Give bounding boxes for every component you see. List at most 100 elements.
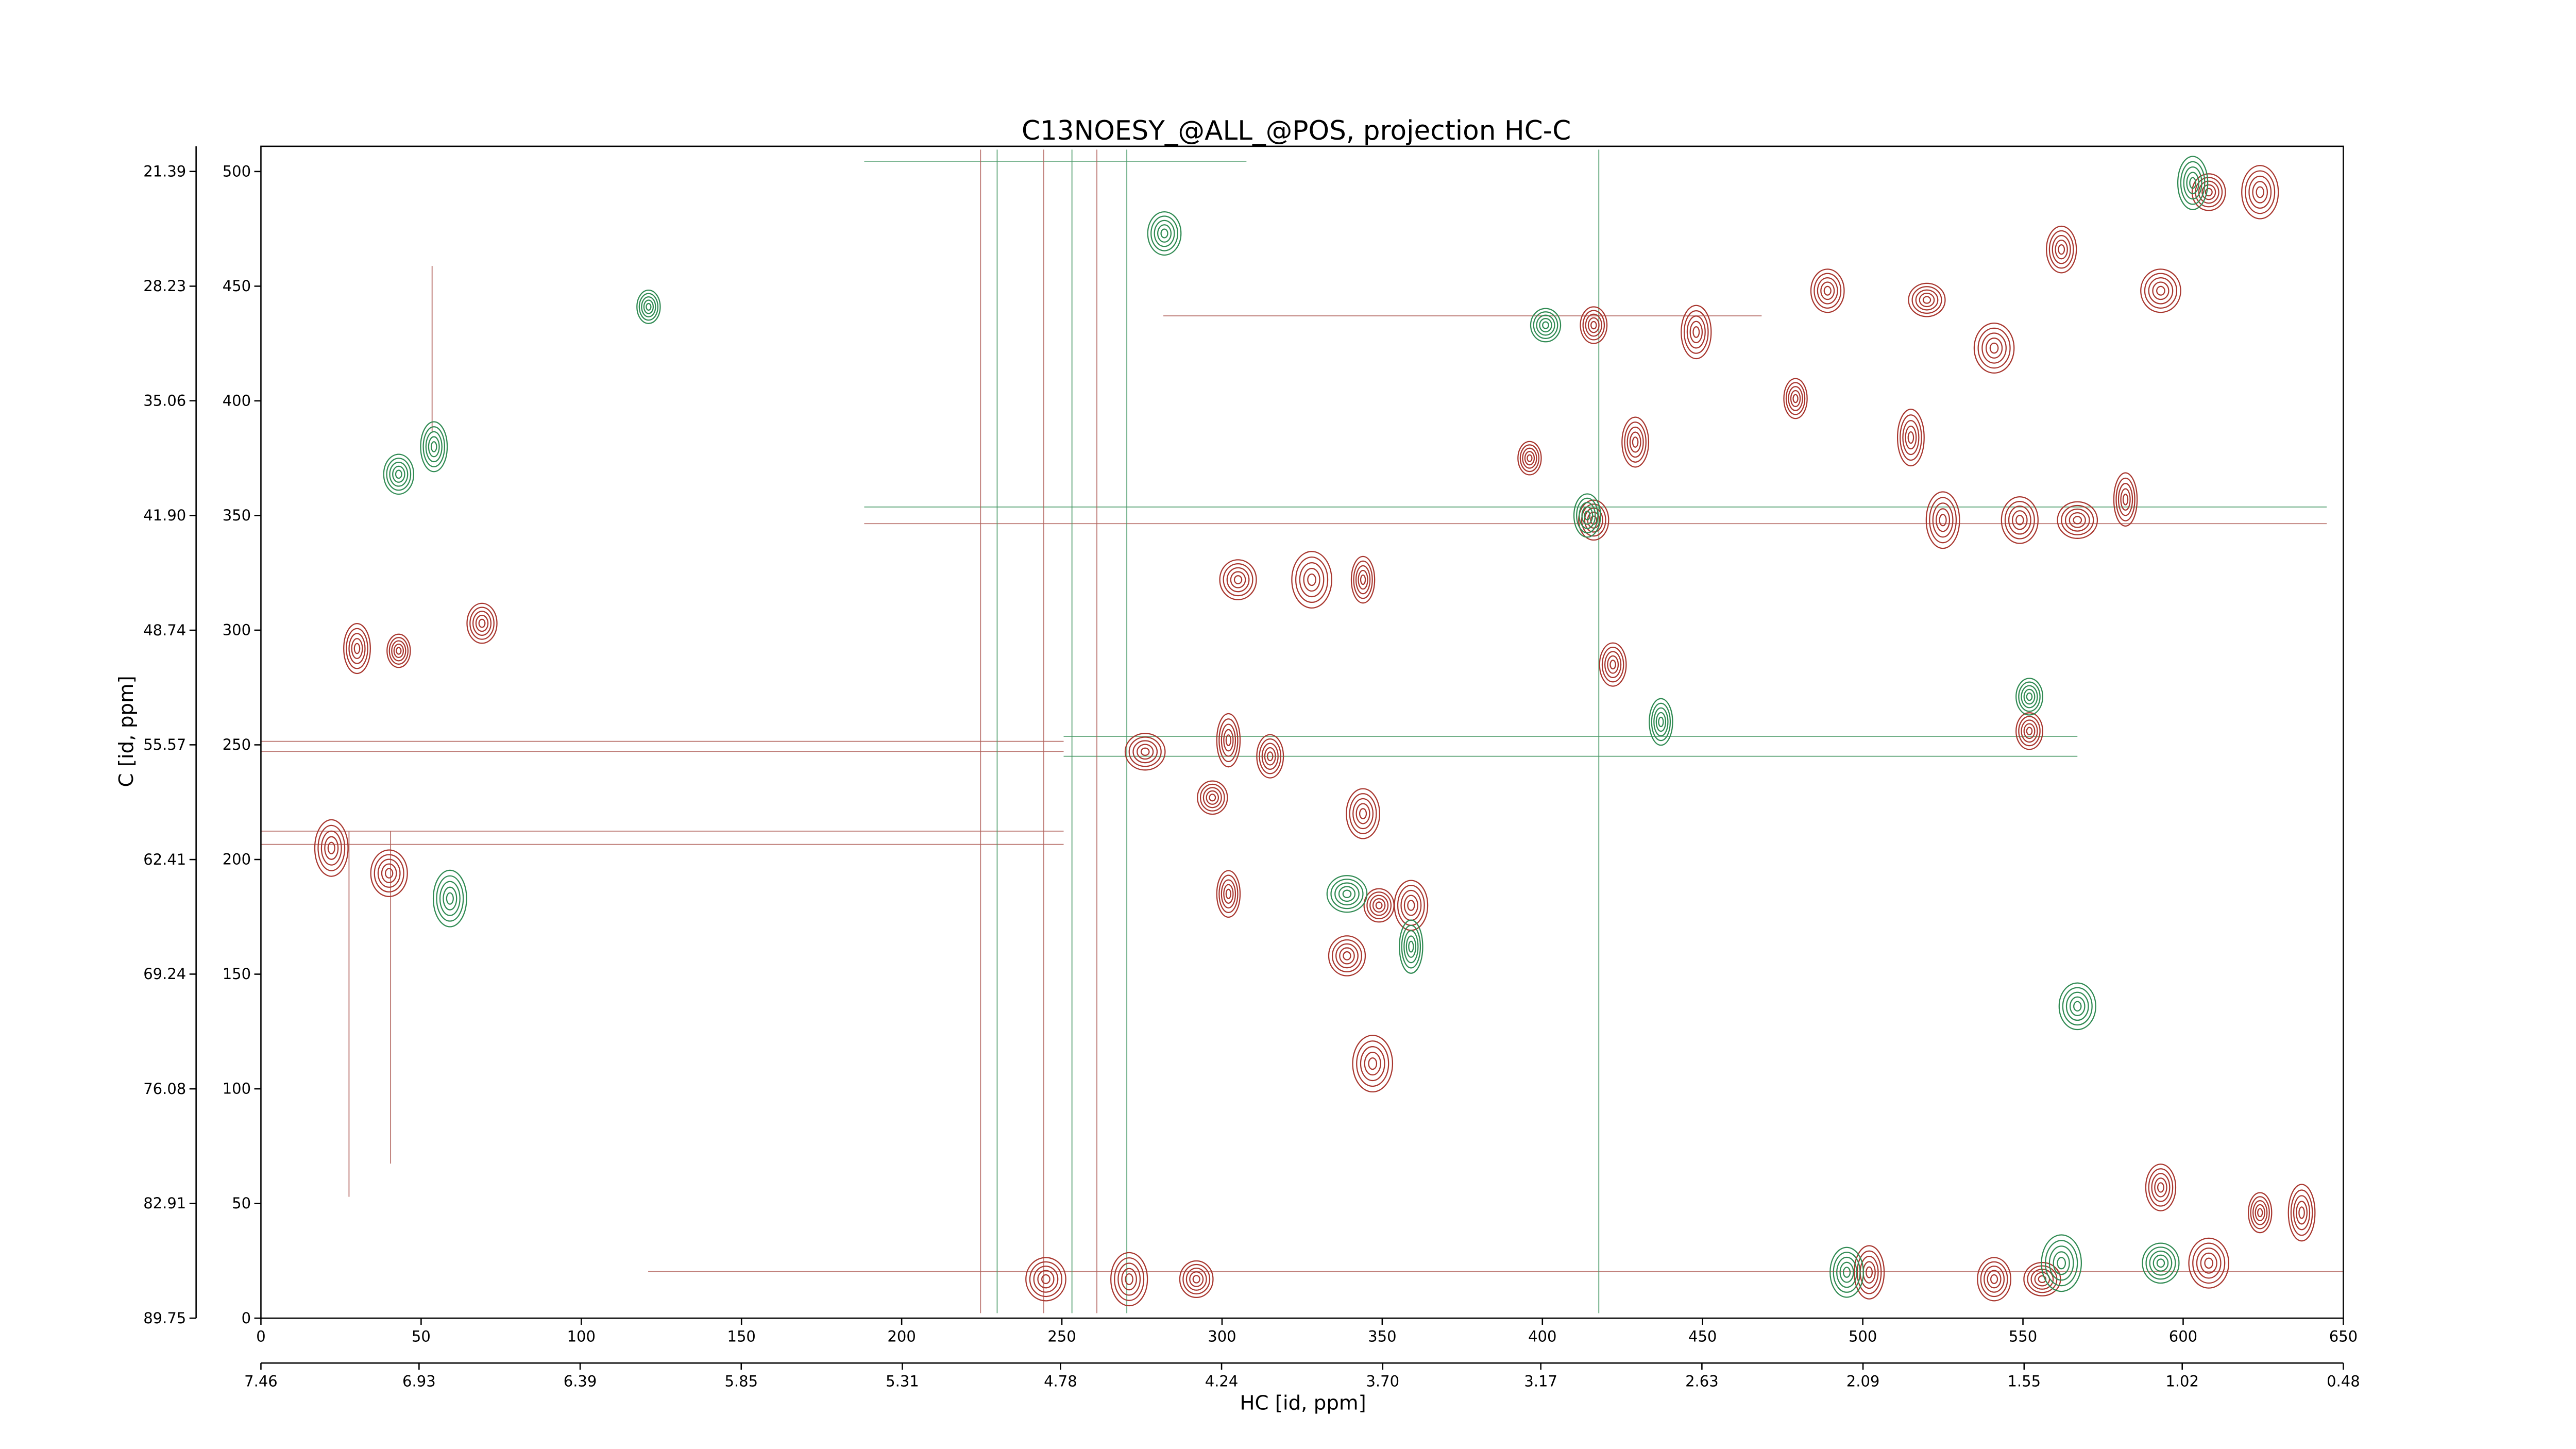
contour-level	[1911, 286, 1942, 314]
contour-level	[2038, 1275, 2047, 1284]
contour-level	[1658, 716, 1664, 728]
peak	[370, 849, 408, 897]
x2-tick-label: 4.24	[1205, 1372, 1239, 1390]
contour-level	[327, 841, 335, 854]
contour-level	[2023, 723, 2036, 739]
contour-level	[1350, 555, 1376, 604]
peak	[1925, 491, 1960, 549]
contour-level	[646, 302, 652, 311]
contour-level	[1925, 491, 1960, 549]
contour-level	[1580, 306, 1608, 344]
contour-level	[2191, 173, 2226, 211]
peak	[1783, 378, 1808, 419]
contour-level	[1346, 788, 1380, 839]
contour-level	[1121, 1268, 1137, 1291]
contour-level	[2120, 488, 2131, 511]
contour-level	[641, 296, 656, 317]
contour-level	[2004, 501, 2035, 540]
contour-level	[1590, 321, 1597, 330]
contour-level	[1226, 567, 1250, 593]
x2-tick-label: 3.70	[1366, 1372, 1399, 1390]
contour-level	[1629, 431, 1641, 453]
peak	[1291, 551, 1332, 609]
contour-level	[1150, 215, 1178, 251]
contour-level	[436, 875, 464, 922]
contour-level	[1900, 414, 1922, 461]
contour-level	[1326, 875, 1368, 913]
contour-level	[2201, 184, 2216, 200]
contour-level	[2183, 166, 2202, 200]
contour-level	[1856, 1250, 1882, 1294]
contour-level	[2052, 234, 2071, 264]
ridges	[261, 149, 2344, 1313]
contour-level	[420, 421, 448, 473]
contour-level	[2241, 165, 2279, 220]
contour-level	[1814, 273, 1842, 309]
contour-level	[1335, 943, 1359, 969]
contour-level	[1651, 702, 1671, 742]
peak	[2015, 712, 2043, 750]
x-tick-label: 550	[2009, 1327, 2037, 1345]
contour-level	[1353, 560, 1373, 599]
contour-level	[343, 623, 371, 675]
contour-level	[1216, 713, 1241, 768]
y-tick-label: 50	[232, 1194, 251, 1212]
contour-level	[2255, 1204, 2265, 1221]
peak	[432, 869, 467, 928]
y2-tick-label: 62.41	[143, 851, 186, 868]
x2-tick-label: 3.17	[1524, 1372, 1557, 1390]
contour-level	[1977, 327, 2011, 369]
y2-tick-label: 21.39	[143, 162, 186, 180]
x-tick-label: 300	[1208, 1327, 1236, 1345]
contour-level	[1607, 655, 1619, 674]
contour-level	[1182, 1263, 1211, 1294]
contour-level	[1929, 497, 1957, 544]
contour-level	[1233, 575, 1243, 584]
contour-level	[2252, 1200, 2268, 1225]
contour-level	[2001, 496, 2039, 544]
y-tick-label: 250	[223, 736, 251, 753]
contour-level	[1154, 220, 1175, 247]
x2-tick-label: 5.85	[724, 1372, 758, 1390]
y-tick-label: 350	[223, 507, 251, 524]
contour-level	[1517, 441, 1542, 476]
peak	[2248, 1192, 2273, 1234]
contour-level	[428, 436, 440, 458]
peak	[1363, 888, 1395, 923]
x-tick-label: 0	[256, 1327, 265, 1345]
contour-level	[2026, 692, 2033, 701]
contour-level	[1896, 409, 1925, 467]
contour-level	[1223, 884, 1234, 904]
contour-level	[1833, 1252, 1861, 1293]
contour-level	[1587, 317, 1600, 333]
contour-level	[1599, 642, 1627, 687]
contour-level	[1140, 747, 1150, 756]
contour-level	[2148, 277, 2174, 305]
contour-level	[1407, 900, 1415, 911]
contour-level	[2057, 501, 2098, 539]
contour-level	[1295, 557, 1329, 603]
contour-level	[391, 640, 406, 662]
peak	[314, 819, 349, 877]
contour-level	[1984, 1266, 2005, 1293]
contour-level	[1915, 289, 1939, 311]
contour-level	[1025, 1257, 1066, 1302]
contour-level	[1817, 277, 1838, 305]
contour-level	[425, 431, 443, 463]
contour-level	[1264, 747, 1276, 766]
contour-level	[389, 461, 409, 487]
peak	[1197, 780, 1228, 815]
contour-level	[2149, 1250, 2173, 1276]
contour-level	[351, 638, 363, 660]
y-tick-label: 450	[223, 277, 251, 295]
contour-level	[1536, 314, 1555, 336]
x2-tick-label: 0.48	[2327, 1372, 2360, 1390]
peak	[1853, 1245, 1885, 1300]
contour-level	[1539, 318, 1552, 333]
x-tick-label: 200	[887, 1327, 916, 1345]
contour-level	[1355, 565, 1371, 595]
contour-level	[1582, 310, 1605, 341]
y-tick-label: 150	[223, 965, 251, 983]
y2-tick-label: 35.06	[143, 392, 186, 409]
